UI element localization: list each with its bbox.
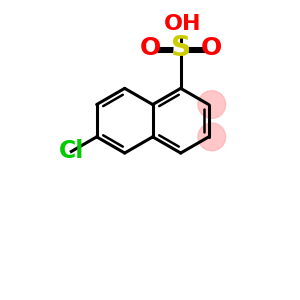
Text: O: O	[201, 36, 222, 60]
Text: OH: OH	[164, 14, 201, 34]
Text: Cl: Cl	[59, 140, 84, 164]
Circle shape	[198, 123, 226, 151]
Circle shape	[198, 91, 226, 118]
Text: S: S	[171, 34, 191, 62]
Text: O: O	[139, 36, 161, 60]
